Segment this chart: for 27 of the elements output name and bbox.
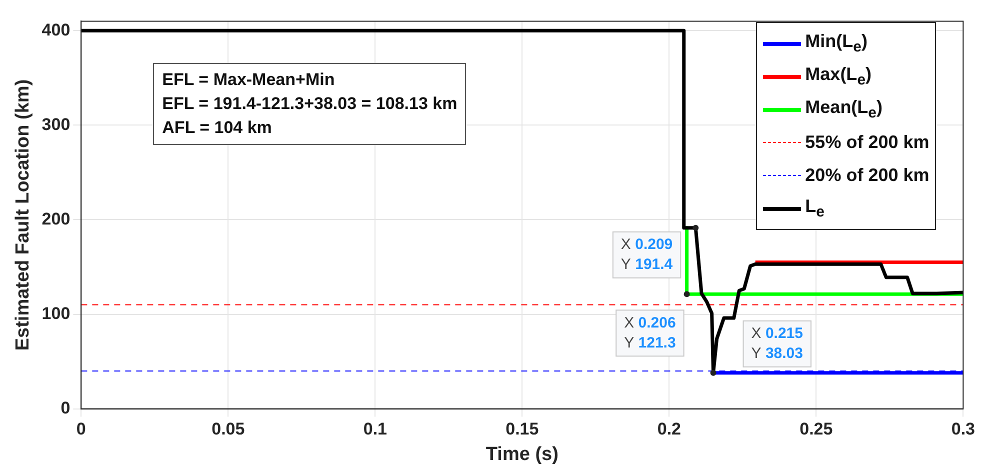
x-axis-title: Time (s) — [486, 444, 558, 465]
x-tick-label: 0 — [76, 420, 86, 439]
y-tick-label: 200 — [42, 209, 70, 228]
annotation: X 0.215 Y 38.03 — [751, 324, 803, 362]
x-tick-label: 0.25 — [800, 420, 833, 439]
x-tick-label: 0.1 — [363, 420, 387, 439]
y-tick-label: 0 — [60, 398, 70, 418]
x-tick-label: 0.2 — [657, 420, 681, 439]
y-tick-label: 400 — [42, 20, 70, 40]
annotation: X 0.209 Y 191.4 — [620, 236, 674, 273]
annotation: EFL = 191.4-121.3+38.03 = 108.13 km — [162, 93, 458, 116]
x-tick-label: 0.05 — [212, 420, 245, 439]
legend-label: 20% of 200 km — [805, 165, 930, 186]
point — [692, 224, 699, 231]
legend-label: L$_{e}$ — [805, 196, 825, 221]
y-tick-label: 100 — [42, 304, 70, 323]
legend-label: Min(L$_{e}$) — [805, 31, 868, 56]
annotation: X 0.206 Y 121.3 — [624, 314, 676, 352]
y-axis-title: Estimated Fault Location (km) — [12, 79, 34, 351]
x-tick-label: 0.3 — [951, 420, 976, 439]
legend-label: 55% of 200 km — [805, 132, 930, 154]
x-tick-label: 0.15 — [506, 420, 539, 439]
legend-label: Mean(L$_{e}$) — [805, 97, 883, 122]
annotation: EFL = Max-Mean+Min — [162, 69, 336, 92]
y-tick-label: 300 — [42, 114, 70, 134]
legend-label: Max(L$_{e}$) — [805, 64, 872, 89]
annotation: AFL = 104 km — [162, 117, 273, 140]
